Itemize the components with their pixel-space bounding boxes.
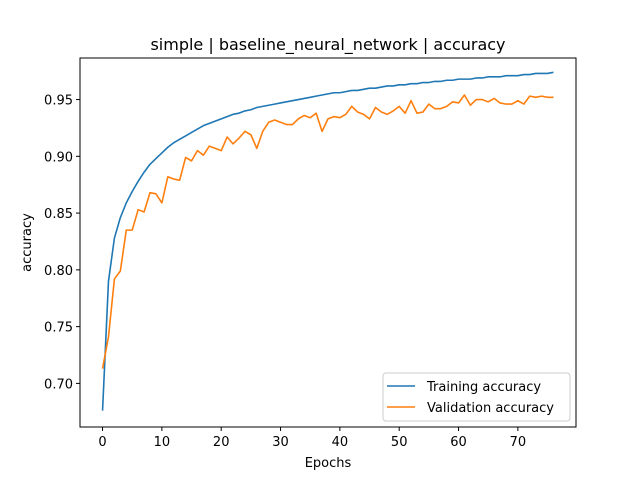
- x-tick-label: 0: [98, 435, 106, 450]
- legend-label-training: Training accuracy: [426, 380, 541, 395]
- y-tick-label: 0.80: [44, 264, 73, 279]
- legend-box: [382, 372, 571, 422]
- y-tick-label: 0.75: [44, 321, 73, 336]
- axis-spines: [79, 57, 577, 428]
- x-axis-label: Epochs: [305, 456, 352, 471]
- x-axis: 0 10 20 30 40 50 60 70: [98, 427, 526, 450]
- chart-title: simple | baseline_neural_network | accur…: [150, 35, 505, 55]
- legend: Training accuracy Validation accuracy: [382, 372, 571, 422]
- x-tick-label: 60: [450, 435, 467, 450]
- x-tick-label: 30: [272, 435, 289, 450]
- y-tick-label: 0.85: [44, 207, 73, 222]
- x-tick-label: 10: [154, 435, 171, 450]
- plot-area: [101, 71, 554, 411]
- legend-label-validation: Validation accuracy: [427, 401, 554, 416]
- training-accuracy-line: [101, 71, 554, 411]
- x-tick-label: 40: [332, 435, 349, 450]
- x-tick-label: 70: [510, 435, 527, 450]
- y-tick-label: 0.95: [44, 94, 73, 109]
- y-axis-label: accuracy: [20, 213, 35, 272]
- y-tick-label: 0.90: [44, 150, 73, 165]
- y-tick-label: 0.70: [44, 377, 73, 392]
- x-tick-label: 20: [213, 435, 230, 450]
- validation-accuracy-line: [101, 94, 554, 369]
- x-tick-label: 50: [391, 435, 408, 450]
- y-axis: 0.70 0.75 0.80 0.85 0.90 0.95: [44, 94, 80, 392]
- axes-frame: [79, 57, 577, 428]
